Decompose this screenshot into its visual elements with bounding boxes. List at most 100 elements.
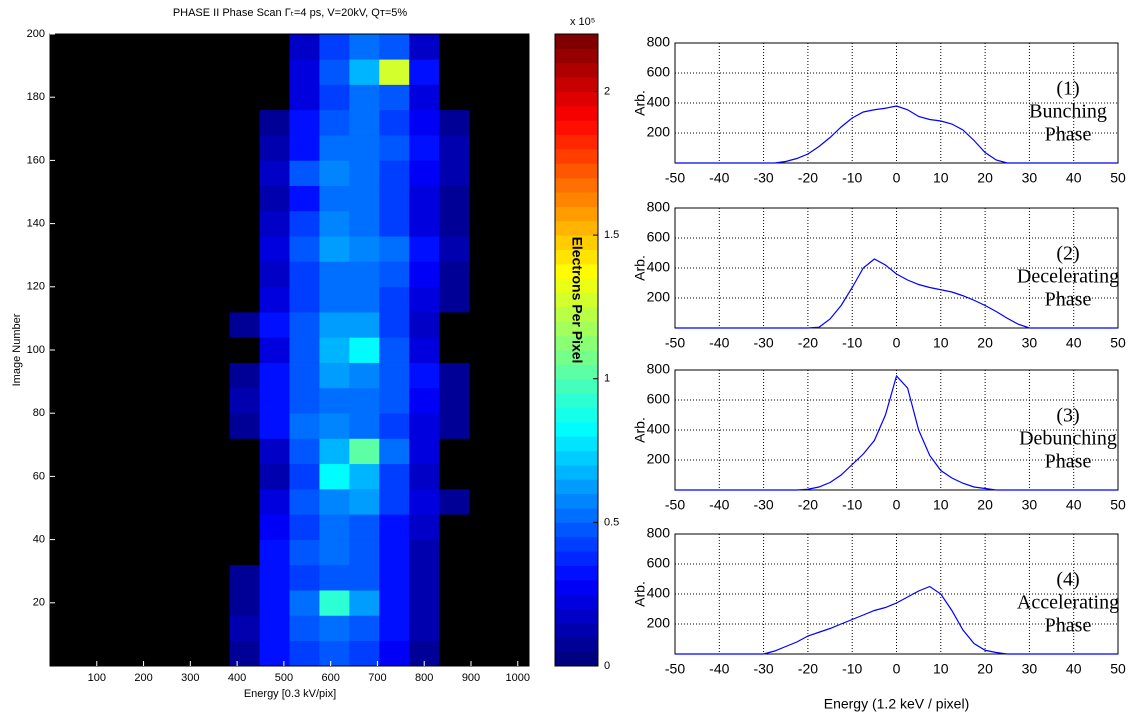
heat-cell — [109, 286, 141, 313]
heat-cell — [499, 34, 530, 60]
x-tick-label: -40 — [709, 661, 729, 677]
heat-cell — [469, 135, 500, 161]
heat-cell — [319, 564, 350, 591]
heat-cell — [139, 640, 171, 667]
heat-cell — [289, 59, 320, 85]
annotation: Phase — [1045, 615, 1092, 637]
heat-cell — [199, 160, 230, 186]
heat-cell — [469, 564, 500, 591]
heat-cell — [319, 312, 350, 338]
heat-cell — [50, 489, 81, 515]
x-tick-label: 10 — [933, 335, 949, 351]
y-tick-label: 600 — [647, 229, 671, 245]
heat-cell — [109, 337, 141, 363]
heat-cell — [229, 539, 260, 566]
heat-cell — [259, 185, 290, 212]
heat-cell — [349, 210, 380, 237]
colorbar-frame — [554, 33, 599, 667]
heat-cell — [319, 185, 350, 212]
heat-cell — [289, 564, 320, 591]
heat-cell — [50, 463, 81, 490]
heat-cell — [79, 261, 111, 288]
heat-cell — [379, 236, 410, 262]
heat-cell — [409, 312, 440, 338]
heat-cell — [50, 337, 81, 363]
heat-cell — [109, 413, 141, 439]
heat-cell — [349, 236, 380, 262]
heat-cell — [469, 236, 500, 262]
heat-cell — [409, 84, 440, 111]
heat-cell — [379, 185, 410, 212]
annotation: Phase — [1045, 451, 1092, 473]
y-axis-label: Image Number — [11, 313, 23, 386]
heat-cell — [289, 135, 320, 161]
colorbar-step — [555, 163, 598, 179]
heat-cell — [79, 185, 111, 212]
heat-cell — [469, 109, 500, 136]
heat-cell — [379, 210, 410, 237]
heat-cell — [139, 564, 171, 591]
x-tick-label: 500 — [275, 672, 293, 684]
heat-cell — [379, 337, 410, 363]
heat-cell — [499, 84, 530, 111]
heat-cell — [319, 236, 350, 262]
x-tick-label: -30 — [753, 661, 773, 677]
heat-cell — [289, 413, 320, 439]
heat-cell — [469, 160, 500, 186]
heat-cell — [199, 438, 230, 465]
colorbar-step — [555, 148, 598, 164]
heat-cell — [259, 539, 290, 566]
heat-cell — [109, 84, 141, 111]
colorbar-step — [555, 464, 598, 480]
colorbar-step — [555, 608, 598, 624]
heat-cell — [109, 564, 141, 591]
colorbar-step — [555, 48, 598, 64]
colorbar-tick-label: 0 — [604, 660, 610, 672]
y-axis-label: Arb. — [632, 417, 648, 443]
heat-cell — [139, 615, 171, 642]
heat-cell — [349, 489, 380, 515]
heat-cell — [139, 514, 171, 540]
heat-cell — [259, 59, 290, 85]
heat-cell — [199, 312, 230, 338]
heat-cell — [79, 362, 111, 389]
heat-cell — [229, 413, 260, 439]
heat-cell — [469, 640, 500, 667]
heat-cell — [469, 413, 500, 439]
heat-cell — [409, 539, 440, 566]
heat-cell — [439, 337, 470, 363]
heat-cell — [289, 640, 320, 667]
heat-cell — [439, 59, 470, 85]
heat-cell — [289, 463, 320, 490]
heat-cell — [229, 489, 260, 515]
annotation: (2) — [1056, 243, 1079, 265]
heat-cell — [349, 463, 380, 490]
heat-cell — [379, 463, 410, 490]
heat-cell — [469, 489, 500, 515]
heat-cell — [259, 34, 290, 60]
colorbar-step — [555, 407, 598, 423]
heat-cell — [379, 261, 410, 288]
x-tick-label: 20 — [977, 335, 993, 351]
heat-cell — [409, 514, 440, 540]
colorbar-step — [555, 34, 598, 49]
colorbar-tick-label: 2 — [604, 85, 610, 97]
colorbar-step — [555, 551, 598, 566]
y-tick-label: 160 — [27, 154, 45, 166]
heat-cell — [349, 109, 380, 136]
heat-cell — [379, 160, 410, 186]
heat-cell — [499, 109, 530, 136]
heat-cell — [79, 387, 111, 414]
heat-cell — [469, 34, 500, 60]
heat-cell — [79, 109, 111, 136]
heat-cell — [259, 84, 290, 111]
heat-cell — [139, 312, 171, 338]
heat-cell — [199, 261, 230, 288]
heat-cell — [439, 286, 470, 313]
heat-cell — [379, 84, 410, 111]
heat-cell — [109, 261, 141, 288]
heat-cell — [499, 463, 530, 490]
heat-cell — [169, 640, 200, 667]
x-tick-label: 40 — [1066, 335, 1082, 351]
